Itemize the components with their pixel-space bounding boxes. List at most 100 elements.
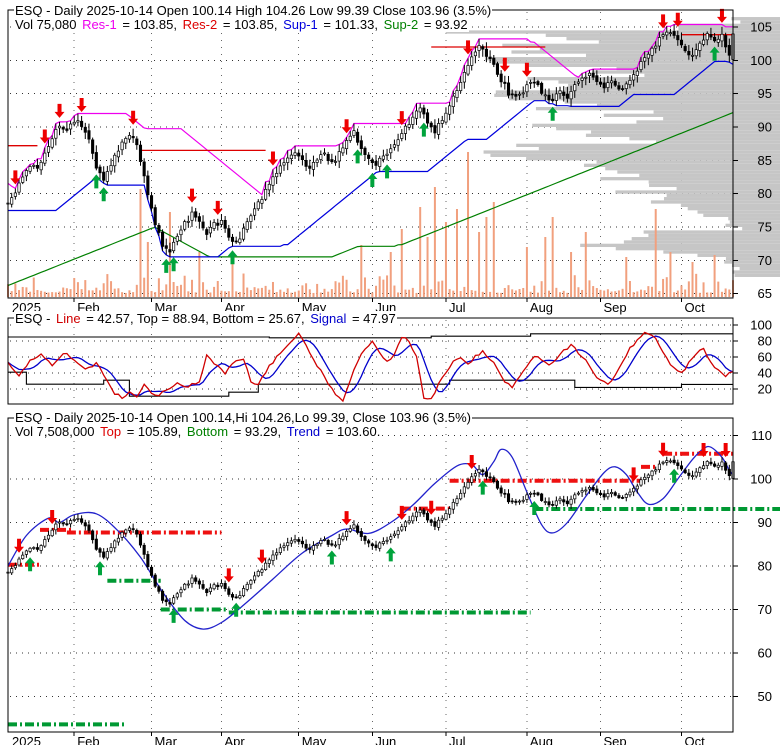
down-arrow-marker [658,14,669,29]
down-arrow-marker [463,40,474,55]
down-arrow-marker [39,129,50,144]
up-arrow-marker [709,46,720,61]
top-y-axis-label: 100 [750,53,772,68]
up-arrow-marker [547,106,558,121]
middle-y-axis-label: 40 [758,366,772,381]
bottom-x-axis-label: Jul [449,734,466,745]
osc-bottom-band [8,371,733,397]
bottom-x-axis-label: 2025 [12,734,41,745]
bottom-panel: 110 100 90 80 70 60 50 2025 Feb Mar Apr May Jun Jul Au… [6,417,780,745]
down-arrow-marker [212,200,223,215]
osc-signal-line [7,335,734,396]
res1-line [7,23,733,196]
top-x-axis-label: Aug [530,300,553,315]
down-arrow-marker [47,509,58,524]
down-arrow-marker [720,442,731,457]
top-arrows [10,8,727,273]
up-arrow-marker [418,122,429,137]
bottom-y-axis-label: 50 [758,689,772,704]
down-arrow-marker [628,467,639,482]
down-arrow-marker [10,170,21,185]
bottom-y-axis-label: 110 [751,428,772,443]
down-arrow-marker [341,119,352,134]
osc-line-label: Line [55,311,82,326]
middle-y-axis-label: 100 [750,318,772,333]
down-arrow-marker [716,8,727,23]
middle-y-axis-label: 20 [758,382,772,397]
up-arrow-marker [95,561,106,576]
bottom-header-line2: Vol 7,508,000 Top = 105.89, Bottom = 93.… [14,424,382,439]
top-y-axis-label: 80 [758,186,772,201]
sup2-line [7,112,734,287]
up-arrow-marker [529,500,540,515]
down-arrow-marker [267,151,278,166]
down-arrow-marker [76,97,87,112]
up-arrow-marker [669,468,680,483]
sup2-label: Sup-2 [382,17,420,32]
up-arrow-marker [168,608,179,623]
sup1-label: Sup-1 [282,17,319,32]
bottom-x-axis-label: Sep [604,734,627,745]
up-arrow-marker [91,174,102,189]
down-arrow-marker [658,442,669,457]
down-arrow-marker [521,62,532,77]
volume-profile [445,17,780,277]
top-y-axis-label: 65 [758,286,772,301]
osc-red-line [7,331,734,403]
top-y-axis-label: 105 [750,20,772,35]
down-arrow-marker [698,442,709,457]
bottom-panel-header: ESQ - Daily 2025-10-14 Open 100.14,Hi 10… [14,410,473,439]
up-arrow-marker [25,557,36,572]
down-arrow-marker [14,538,25,553]
top-x-axis-label: Oct [684,300,705,315]
top-candles [6,24,735,257]
bottom-x-axis-label: Jun [375,734,396,745]
top-x-axis-label: Sep [604,300,627,315]
up-arrow-marker [382,164,393,179]
down-arrow-marker [396,505,407,520]
top-panel-header: ESQ - Daily 2025-10-14 Open 100.14 High … [14,3,493,32]
volume-bars [7,152,734,297]
top-x-axis-label: Jul [449,300,466,315]
bottom-x-axis-label: Apr [224,734,245,745]
top-y-axis-label: 70 [758,253,772,268]
down-arrow-marker [426,500,437,515]
res1-label: Res-1 [81,17,118,32]
bottom-x-axis-label: Oct [684,734,705,745]
up-arrow-marker [326,550,337,565]
bottom-level-label: Bottom [185,424,230,439]
down-arrow-marker [396,111,407,126]
middle-y-axis-label: 60 [758,350,772,365]
down-arrow-marker [128,110,139,125]
up-arrow-marker [227,250,238,265]
bottom-x-axis-label: May [302,734,327,745]
down-arrow-marker [341,511,352,526]
bottom-y-axis-label: 60 [758,646,772,661]
up-arrow-marker [367,172,378,187]
trend-curve [7,445,734,630]
up-arrow-marker [161,258,172,273]
osc-signal-label: Signal [309,311,348,326]
top-header-line2: Vol 75,080 Res-1 = 103.85, Res-2 = 103.8… [14,17,469,32]
trend-label: Trend [285,424,322,439]
bottom-header-line1: ESQ - Daily 2025-10-14 Open 100.14,Hi 10… [14,410,473,425]
bottom-y-axis-label: 100 [750,472,772,487]
bottom-x-axis-label: Feb [77,734,99,745]
top-y-axis-label: 95 [758,86,772,101]
top-y-axis-label: 75 [758,220,772,235]
up-arrow-marker [231,602,242,617]
top-level-label: Top [99,424,123,439]
down-arrow-marker [466,455,477,470]
middle-y-axis-label: 80 [758,334,772,349]
up-arrow-marker [168,257,179,272]
up-arrow-marker [352,149,363,164]
up-arrow-marker [385,547,396,562]
up-arrow-marker [98,187,109,202]
top-header-line1: ESQ - Daily 2025-10-14 Open 100.14 High … [14,3,493,18]
top-y-axis-label: 90 [758,120,772,135]
down-arrow-marker [499,57,510,72]
